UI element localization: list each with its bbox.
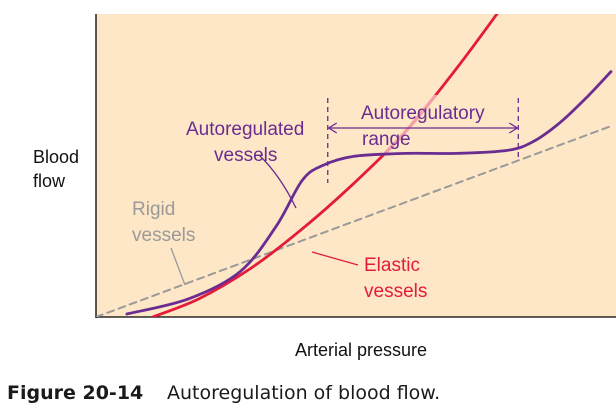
range-arrow-right-head <box>508 122 519 134</box>
rigid-label-leader <box>170 247 186 286</box>
autoregulatory-range-label-line1: Autoregulatory <box>361 103 485 124</box>
y-axis-label-line1: Blood <box>33 147 79 167</box>
rigid-label-line2: vessels <box>132 225 195 246</box>
rigid-vessels-line <box>96 125 612 317</box>
range-arrow-left-head <box>327 122 338 134</box>
autoregulated-vessels-line <box>125 70 613 316</box>
autoregulated-label-leader <box>258 154 297 209</box>
y-axis-label-line2: flow <box>33 171 66 191</box>
elastic-label-line1: Elastic <box>364 255 420 276</box>
elastic-label-leader <box>311 251 359 266</box>
autoregulatory-range-label-line2: range <box>362 129 411 150</box>
x-axis-label: Arterial pressure <box>295 340 427 360</box>
figure-caption: Autoregulation of blood flow. <box>167 382 440 404</box>
plot-area <box>96 14 616 317</box>
elastic-label-line2: vessels <box>364 281 427 302</box>
figure-number: Figure 20-14 <box>7 382 143 404</box>
elastic-vessels-line <box>151 14 499 317</box>
autoregulated-label-line2: vessels <box>214 145 277 166</box>
autoregulatory-range-annotation <box>327 98 519 183</box>
rigid-label-line1: Rigid <box>132 199 175 220</box>
autoregulated-label-line1: Autoregulated <box>186 119 304 140</box>
